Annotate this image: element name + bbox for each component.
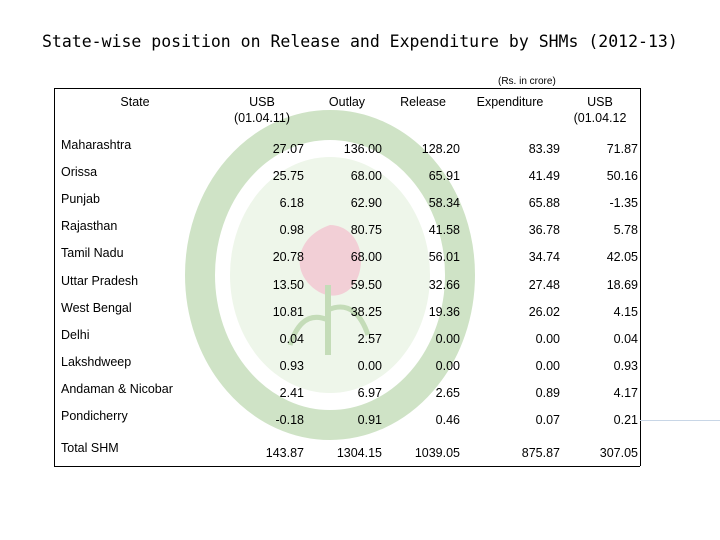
row-usb-close: 0.93 <box>613 359 638 373</box>
row-usb-close: 0.21 <box>613 413 638 427</box>
page-title: State-wise position on Release and Expen… <box>42 32 678 51</box>
row-release: 2.65 <box>435 386 460 400</box>
row-usb-close: 0.04 <box>613 332 638 346</box>
row-state: Andaman & Nicobar <box>61 382 173 396</box>
header-state: State <box>120 95 150 109</box>
row-release: 128.20 <box>421 142 460 156</box>
row-usb-open: 27.07 <box>272 142 304 156</box>
row-expenditure: 0.00 <box>535 359 560 373</box>
row-expenditure: 0.07 <box>535 413 560 427</box>
row-release: 0.00 <box>435 359 460 373</box>
row-state: Uttar Pradesh <box>61 274 139 288</box>
row-release: 19.36 <box>428 305 460 319</box>
row-state: Delhi <box>61 328 90 342</box>
row-usb-open: 10.81 <box>272 305 304 319</box>
total-state: Total SHM <box>61 441 119 455</box>
header-release: Release <box>400 95 446 109</box>
row-outlay: 62.90 <box>350 196 382 210</box>
header-usb-close: USB (01.04.12 <box>573 95 627 125</box>
row-release: 0.46 <box>435 413 460 427</box>
row-state: Lakshdweep <box>61 355 132 369</box>
row-usb-open: 0.04 <box>279 332 304 346</box>
table-right-rule <box>640 88 641 466</box>
row-usb-open: 25.75 <box>272 169 304 183</box>
row-usb-open: 2.41 <box>279 386 304 400</box>
row-state: Punjab <box>61 192 100 206</box>
row-release: 56.01 <box>428 250 460 264</box>
header-expenditure: Expenditure <box>476 95 544 109</box>
row-expenditure: 65.88 <box>528 196 560 210</box>
row-usb-close: 5.78 <box>613 223 638 237</box>
row-state: West Bengal <box>61 301 132 315</box>
row-state: Tamil Nadu <box>61 246 124 260</box>
row-state: Orissa <box>61 165 98 179</box>
row-state: Pondicherry <box>61 409 128 423</box>
row-usb-close: 50.16 <box>606 169 638 183</box>
row-usb-close: 18.69 <box>606 278 638 292</box>
row-release: 65.91 <box>428 169 460 183</box>
row-usb-open: -0.18 <box>275 413 305 427</box>
table-left-rule <box>54 88 55 466</box>
row-usb-close: 4.15 <box>613 305 638 319</box>
row-outlay: 80.75 <box>350 223 382 237</box>
row-outlay: 68.00 <box>350 250 382 264</box>
row-usb-open: 6.18 <box>279 196 304 210</box>
header-usb-open: USB (01.04.11) <box>233 95 291 125</box>
row-usb-close: 71.87 <box>606 142 638 156</box>
decorative-rule <box>640 420 720 421</box>
row-usb-close: 42.05 <box>606 250 638 264</box>
row-usb-close: -1.35 <box>609 196 639 210</box>
row-usb-open: 0.98 <box>279 223 304 237</box>
row-release: 58.34 <box>428 196 460 210</box>
row-outlay: 136.00 <box>343 142 382 156</box>
total-outlay: 1304.15 <box>336 446 382 460</box>
row-outlay: 0.91 <box>357 413 382 427</box>
row-expenditure: 36.78 <box>528 223 560 237</box>
row-usb-open: 20.78 <box>272 250 304 264</box>
row-outlay: 0.00 <box>357 359 382 373</box>
row-release: 32.66 <box>428 278 460 292</box>
row-outlay: 59.50 <box>350 278 382 292</box>
table-bottom-rule <box>54 466 640 467</box>
row-outlay: 6.97 <box>357 386 382 400</box>
row-expenditure: 0.00 <box>535 332 560 346</box>
row-expenditure: 83.39 <box>528 142 560 156</box>
total-usb-close: 307.05 <box>599 446 638 460</box>
row-usb-open: 0.93 <box>279 359 304 373</box>
row-expenditure: 0.89 <box>535 386 560 400</box>
total-usb-open: 143.87 <box>265 446 304 460</box>
header-outlay: Outlay <box>328 95 366 109</box>
row-release: 41.58 <box>428 223 460 237</box>
total-expenditure: 875.87 <box>521 446 560 460</box>
row-outlay: 38.25 <box>350 305 382 319</box>
row-state: Maharashtra <box>61 138 132 152</box>
row-release: 0.00 <box>435 332 460 346</box>
row-expenditure: 27.48 <box>528 278 560 292</box>
row-usb-open: 13.50 <box>272 278 304 292</box>
row-outlay: 68.00 <box>350 169 382 183</box>
row-outlay: 2.57 <box>357 332 382 346</box>
row-expenditure: 26.02 <box>528 305 560 319</box>
row-expenditure: 41.49 <box>528 169 560 183</box>
row-usb-close: 4.17 <box>613 386 638 400</box>
row-state: Rajasthan <box>61 219 118 233</box>
table-top-rule <box>54 88 640 89</box>
seal-watermark-icon <box>185 110 475 440</box>
row-expenditure: 34.74 <box>528 250 560 264</box>
unit-note: (Rs. in crore) <box>498 76 556 87</box>
total-release: 1039.05 <box>414 446 460 460</box>
